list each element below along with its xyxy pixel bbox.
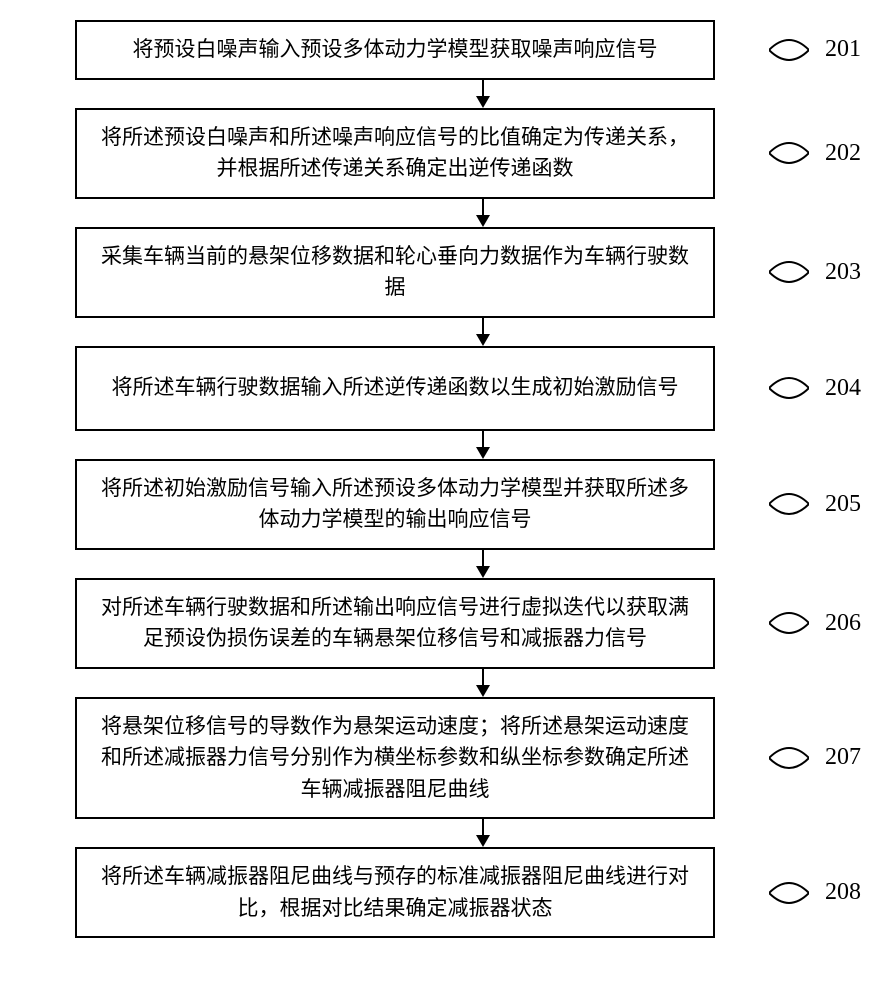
- step-box: 将所述车辆行驶数据输入所述逆传递函数以生成初始激励信号: [75, 346, 715, 431]
- connector-curve: [769, 373, 809, 403]
- step-row-203: 采集车辆当前的悬架位移数据和轮心垂向力数据作为车辆行驶数据 203: [0, 227, 891, 318]
- flowchart-container: 将预设白噪声输入预设多体动力学模型获取噪声响应信号 201 将所述预设白噪声和所…: [0, 20, 891, 938]
- arrow-down: [163, 550, 803, 578]
- arrow-line: [482, 819, 484, 835]
- step-box: 将预设白噪声输入预设多体动力学模型获取噪声响应信号: [75, 20, 715, 80]
- step-text: 将预设白噪声输入预设多体动力学模型获取噪声响应信号: [133, 34, 658, 66]
- step-label: 206: [825, 610, 861, 637]
- arrow-head: [476, 685, 490, 697]
- arrow-head: [476, 334, 490, 346]
- arrow-down: [163, 431, 803, 459]
- connector-curve: [769, 608, 809, 638]
- arrow-down: [163, 199, 803, 227]
- step-row-207: 将悬架位移信号的导数作为悬架运动速度；将所述悬架运动速度和所述减振器力信号分别作…: [0, 697, 891, 820]
- step-box: 将所述预设白噪声和所述噪声响应信号的比值确定为传递关系，并根据所述传递关系确定出…: [75, 108, 715, 199]
- connector-curve: [769, 257, 809, 287]
- step-box: 将悬架位移信号的导数作为悬架运动速度；将所述悬架运动速度和所述减振器力信号分别作…: [75, 697, 715, 820]
- step-text: 将所述预设白噪声和所述噪声响应信号的比值确定为传递关系，并根据所述传递关系确定出…: [97, 122, 693, 185]
- connector-curve: [769, 138, 809, 168]
- arrow-line: [482, 199, 484, 215]
- step-box: 对所述车辆行驶数据和所述输出响应信号进行虚拟迭代以获取满足预设伪损伤误差的车辆悬…: [75, 578, 715, 669]
- connector-curve: [769, 743, 809, 773]
- step-text: 将所述车辆行驶数据输入所述逆传递函数以生成初始激励信号: [112, 372, 679, 404]
- step-label: 208: [825, 879, 861, 906]
- step-row-206: 对所述车辆行驶数据和所述输出响应信号进行虚拟迭代以获取满足预设伪损伤误差的车辆悬…: [0, 578, 891, 669]
- step-row-204: 将所述车辆行驶数据输入所述逆传递函数以生成初始激励信号 204: [0, 346, 891, 431]
- arrow-head: [476, 215, 490, 227]
- connector-curve: [769, 35, 809, 65]
- arrow-down: [163, 80, 803, 108]
- step-row-202: 将所述预设白噪声和所述噪声响应信号的比值确定为传递关系，并根据所述传递关系确定出…: [0, 108, 891, 199]
- step-text: 对所述车辆行驶数据和所述输出响应信号进行虚拟迭代以获取满足预设伪损伤误差的车辆悬…: [97, 592, 693, 655]
- step-label: 203: [825, 259, 861, 286]
- arrow-line: [482, 550, 484, 566]
- connector-curve: [769, 489, 809, 519]
- step-row-205: 将所述初始激励信号输入所述预设多体动力学模型并获取所述多体动力学模型的输出响应信…: [0, 459, 891, 550]
- arrow-head: [476, 566, 490, 578]
- step-label: 201: [825, 36, 861, 63]
- step-row-201: 将预设白噪声输入预设多体动力学模型获取噪声响应信号 201: [0, 20, 891, 80]
- step-text: 将所述初始激励信号输入所述预设多体动力学模型并获取所述多体动力学模型的输出响应信…: [97, 473, 693, 536]
- step-text: 采集车辆当前的悬架位移数据和轮心垂向力数据作为车辆行驶数据: [97, 241, 693, 304]
- connector-curve: [769, 878, 809, 908]
- step-box: 采集车辆当前的悬架位移数据和轮心垂向力数据作为车辆行驶数据: [75, 227, 715, 318]
- step-label: 202: [825, 140, 861, 167]
- arrow-line: [482, 431, 484, 447]
- arrow-line: [482, 80, 484, 96]
- step-text: 将悬架位移信号的导数作为悬架运动速度；将所述悬架运动速度和所述减振器力信号分别作…: [97, 711, 693, 806]
- step-box: 将所述车辆减振器阻尼曲线与预存的标准减振器阻尼曲线进行对比，根据对比结果确定减振…: [75, 847, 715, 938]
- arrow-down: [163, 318, 803, 346]
- arrow-line: [482, 318, 484, 334]
- step-label: 205: [825, 491, 861, 518]
- step-box: 将所述初始激励信号输入所述预设多体动力学模型并获取所述多体动力学模型的输出响应信…: [75, 459, 715, 550]
- arrow-down: [163, 669, 803, 697]
- arrow-head: [476, 447, 490, 459]
- arrow-head: [476, 835, 490, 847]
- step-text: 将所述车辆减振器阻尼曲线与预存的标准减振器阻尼曲线进行对比，根据对比结果确定减振…: [97, 861, 693, 924]
- step-row-208: 将所述车辆减振器阻尼曲线与预存的标准减振器阻尼曲线进行对比，根据对比结果确定减振…: [0, 847, 891, 938]
- step-label: 204: [825, 375, 861, 402]
- arrow-line: [482, 669, 484, 685]
- step-label: 207: [825, 744, 861, 771]
- arrow-head: [476, 96, 490, 108]
- arrow-down: [163, 819, 803, 847]
